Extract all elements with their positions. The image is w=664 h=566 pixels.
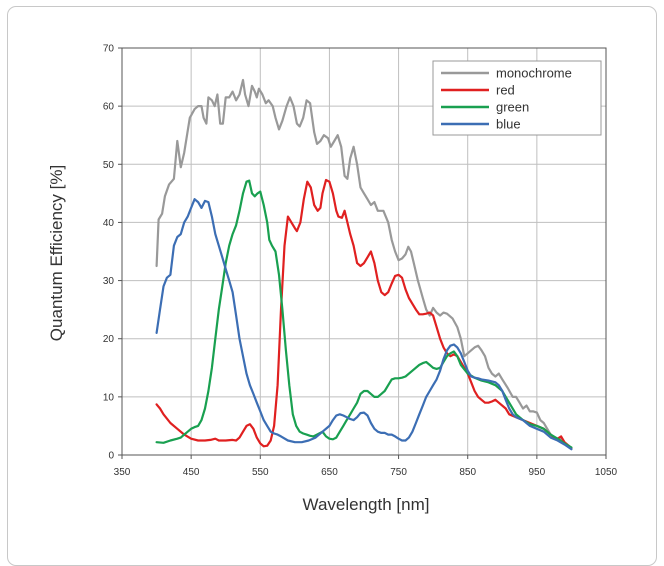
y-axis-label: Quantum Efficiency [%] <box>47 165 66 341</box>
x-tick-label: 850 <box>459 467 476 478</box>
series-line-red <box>155 178 573 450</box>
y-tick-label: 50 <box>103 160 115 171</box>
x-axis-label: Wavelength [nm] <box>303 495 430 514</box>
x-tick-label: 450 <box>183 467 200 478</box>
y-tick-label: 40 <box>103 218 115 229</box>
y-tick-label: 10 <box>103 392 115 403</box>
y-tick-label: 20 <box>103 334 115 345</box>
quantum-efficiency-chart: 350 450 550 650 750 850 950 1050 0 10 20 30 40 50 60 70… <box>47 44 618 515</box>
series-lines <box>155 78 573 451</box>
axis-ticks: 350 450 550 650 750 850 950 1050 0 10 20 30 40 50 60 70 <box>103 44 618 479</box>
x-tick-label: 350 <box>114 467 131 478</box>
series-line-blue <box>155 198 573 451</box>
legend-label-blue: blue <box>496 117 521 132</box>
x-tick-label: 550 <box>252 467 269 478</box>
y-tick-label: 70 <box>103 44 115 55</box>
x-tick-label: 1050 <box>595 467 618 478</box>
x-tick-label: 750 <box>390 467 407 478</box>
plot-area <box>121 47 607 456</box>
y-tick-label: 60 <box>103 102 115 113</box>
y-tick-label: 0 <box>108 451 114 462</box>
x-tick-label: 950 <box>529 467 546 478</box>
x-tick-label: 650 <box>321 467 338 478</box>
y-tick-label: 30 <box>103 276 115 287</box>
series-line-monochrome <box>155 78 573 450</box>
legend-label-green: green <box>496 100 529 115</box>
legend-label-red: red <box>496 83 515 98</box>
series-line-green <box>155 179 573 449</box>
legend-label-monochrome: monochrome <box>496 66 572 81</box>
legend: monochrome red green blue <box>432 60 602 136</box>
